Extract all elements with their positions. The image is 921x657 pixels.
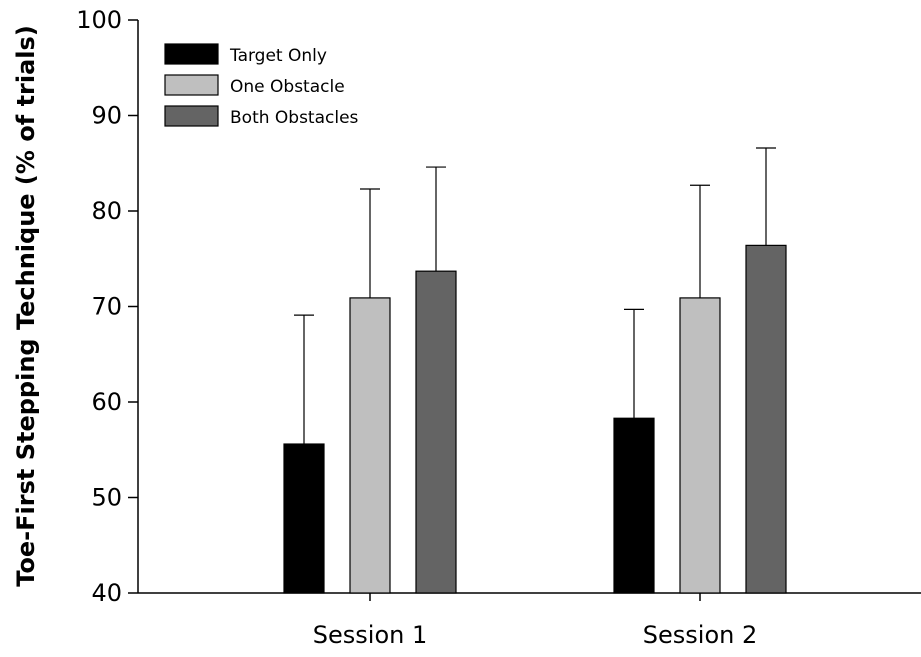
y-tick-label: 100 (76, 6, 122, 34)
error-bar (360, 188, 380, 298)
axes: 40 50 60 70 80 90 100 Session 1 Session 2 (76, 6, 921, 649)
bar (613, 417, 655, 594)
legend: Target Only One Obstacle Both Obstacles (164, 43, 359, 128)
bar (415, 270, 457, 594)
y-tick-label: 50 (91, 484, 122, 512)
y-axis-label: Toe-First Stepping Technique (% of trial… (12, 25, 40, 587)
x-tick-label: Session 1 (313, 621, 427, 649)
bars (283, 244, 787, 594)
bar (745, 244, 787, 594)
error-bar (624, 308, 644, 419)
bar (283, 443, 325, 594)
y-tick-label: 40 (91, 579, 122, 607)
legend-item: One Obstacle (164, 74, 345, 97)
legend-swatch (164, 105, 219, 127)
legend-swatch (164, 74, 219, 96)
y-tick-label: 70 (91, 293, 122, 321)
error-bar (294, 314, 314, 445)
legend-swatch (164, 43, 219, 65)
legend-item: Both Obstacles (164, 105, 359, 128)
legend-item: Target Only (164, 43, 327, 66)
error-bars (294, 147, 776, 445)
y-tick-label: 60 (91, 388, 122, 416)
error-bar (756, 147, 776, 246)
legend-label: Target Only (229, 46, 327, 66)
legend-label: Both Obstacles (230, 108, 359, 128)
bar (349, 297, 391, 594)
bar (679, 297, 721, 594)
error-bar (426, 166, 446, 272)
error-bar (690, 184, 710, 298)
y-tick-label: 90 (91, 102, 122, 130)
legend-label: One Obstacle (230, 77, 345, 97)
y-tick-label: 80 (91, 197, 122, 225)
x-tick-label: Session 2 (643, 621, 757, 649)
